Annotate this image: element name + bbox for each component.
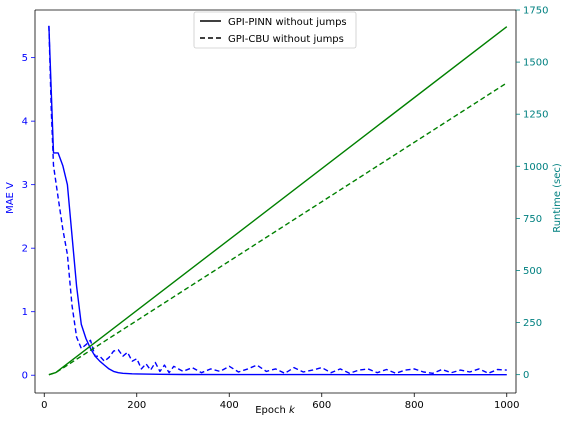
y-right-tick-label-1: 250 xyxy=(523,318,542,329)
x-tick-label-3: 600 xyxy=(312,400,331,411)
x-tick-label-1: 200 xyxy=(127,400,146,411)
plot-frame xyxy=(34,9,517,394)
series-line-0 xyxy=(48,25,507,376)
x-tick-label-4: 800 xyxy=(405,400,424,411)
y-right-tick-label-3: 750 xyxy=(523,214,542,225)
y-right-tick-label-4: 1000 xyxy=(523,162,548,173)
y-right-tick-label-7: 1750 xyxy=(523,6,548,17)
y-axis-label-right: Runtime (sec) xyxy=(552,163,563,233)
ticks-layer: 0 200 400 600 800 1000 0 1 2 3 4 5 0 250 500 750 1000 125… xyxy=(22,6,549,412)
y-right-tick-label-2: 500 xyxy=(523,266,542,277)
y-left-tick-label-0: 0 xyxy=(22,371,28,382)
series-line-3 xyxy=(48,82,508,376)
x-tick-label-5: 1000 xyxy=(494,400,519,411)
y-right-tick-label-6: 1500 xyxy=(523,58,548,69)
y-left-tick-label-1: 1 xyxy=(22,307,28,318)
x-tick-label-0: 0 xyxy=(41,400,47,411)
y-axis-label-left: MAE V xyxy=(5,182,16,214)
x-axis-label: Epoch k xyxy=(255,405,296,416)
y-left-tick-label-4: 4 xyxy=(22,117,28,128)
y-left-tick-label-2: 2 xyxy=(22,244,28,255)
y-left-tick-label-3: 3 xyxy=(22,180,28,191)
series-line-1 xyxy=(48,25,507,374)
legend-box xyxy=(193,11,357,49)
legend-label-cbu: GPI-CBU without jumps xyxy=(228,34,344,45)
plot-area xyxy=(35,10,516,393)
series-layer xyxy=(48,25,508,376)
legend: GPI-PINN without jumps GPI-CBU without j… xyxy=(193,11,357,49)
y-right-tick-label-0: 0 xyxy=(523,370,529,381)
x-tick-label-2: 400 xyxy=(220,400,239,411)
legend-label-pinn: GPI-PINN without jumps xyxy=(228,17,347,28)
y-right-tick-label-5: 1250 xyxy=(523,110,548,121)
y-left-tick-label-5: 5 xyxy=(22,53,28,64)
